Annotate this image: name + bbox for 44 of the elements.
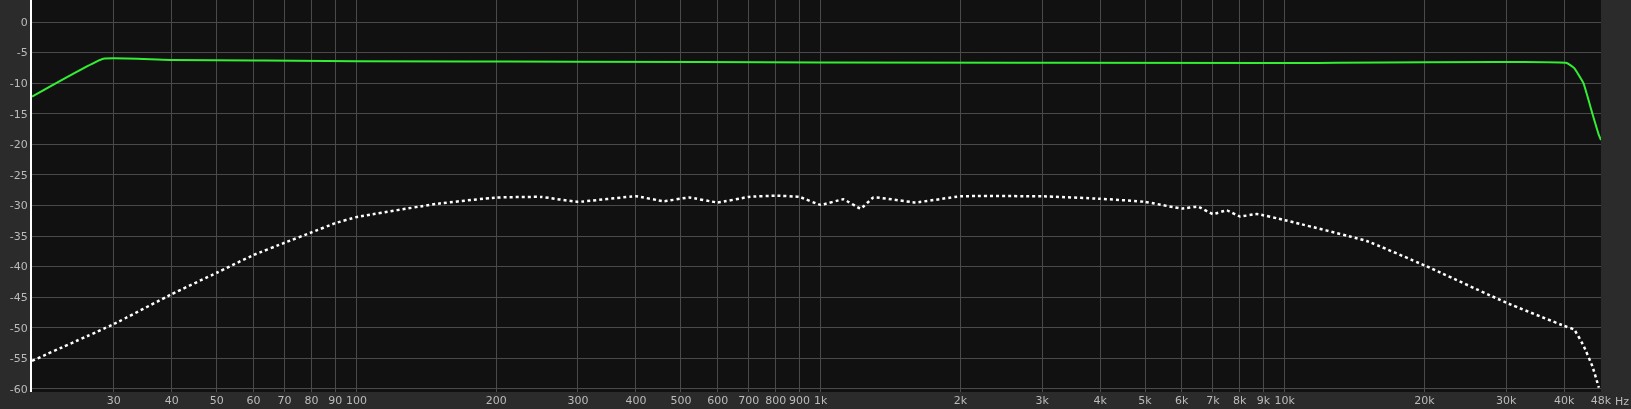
x-tick-label: 30	[106, 394, 121, 407]
y-tick-label: -55	[9, 352, 28, 366]
x-tick-label: 50	[209, 394, 224, 407]
x-tick-label: 8k	[1233, 394, 1248, 407]
y-tick-label: -15	[9, 107, 28, 121]
x-tick-label: 700	[738, 394, 760, 407]
y-tick-label: -30	[9, 199, 28, 213]
x-tick-label: 900	[788, 394, 810, 407]
x-tick-label: 1k	[813, 394, 828, 407]
x-tick-label: 3k	[1035, 394, 1050, 407]
y-tick-label: -25	[9, 168, 28, 182]
x-tick-label: 4k	[1093, 394, 1108, 407]
y-tick-label: -35	[9, 229, 28, 243]
x-tick-label: 40k	[1554, 394, 1576, 407]
y-tick-label: 0	[20, 15, 28, 29]
x-tick-label: 10k	[1274, 394, 1296, 407]
x-tick-label: 300	[567, 394, 589, 407]
x-tick-label: 70	[277, 394, 292, 407]
x-tick-label: 600	[707, 394, 729, 407]
x-tick-label: 9k	[1256, 394, 1271, 407]
y-tick-label: -5	[16, 46, 28, 60]
x-tick-label: 80	[304, 394, 319, 407]
x-tick-label: 5k	[1138, 394, 1153, 407]
x-tick-label: 7k	[1206, 394, 1221, 407]
y-tick-label: -20	[9, 138, 28, 152]
x-tick-label: 2k	[953, 394, 968, 407]
y-tick-label: -10	[9, 77, 28, 91]
x-tick-label: 500	[670, 394, 692, 407]
x-tick-label: 40	[164, 394, 179, 407]
y-tick-label: -60	[9, 382, 28, 396]
x-tick-label: 48k	[1590, 394, 1612, 407]
x-tick-label: 400	[625, 394, 647, 407]
y-tick-label: -40	[9, 260, 28, 274]
x-tick-label: 6k	[1175, 394, 1190, 407]
y-tick-label: -45	[9, 291, 28, 305]
x-axis-title: Hz	[1615, 395, 1630, 408]
x-tick-label: 20k	[1414, 394, 1436, 407]
x-tick-label: 60	[246, 394, 261, 407]
x-tick-label: 100	[345, 394, 367, 407]
x-tick-label: 30k	[1496, 394, 1518, 407]
y-tick-label: -50	[9, 321, 28, 335]
x-tick-label: 200	[485, 394, 507, 407]
x-tick-label: 90	[328, 394, 343, 407]
x-tick-label: 800	[765, 394, 787, 407]
